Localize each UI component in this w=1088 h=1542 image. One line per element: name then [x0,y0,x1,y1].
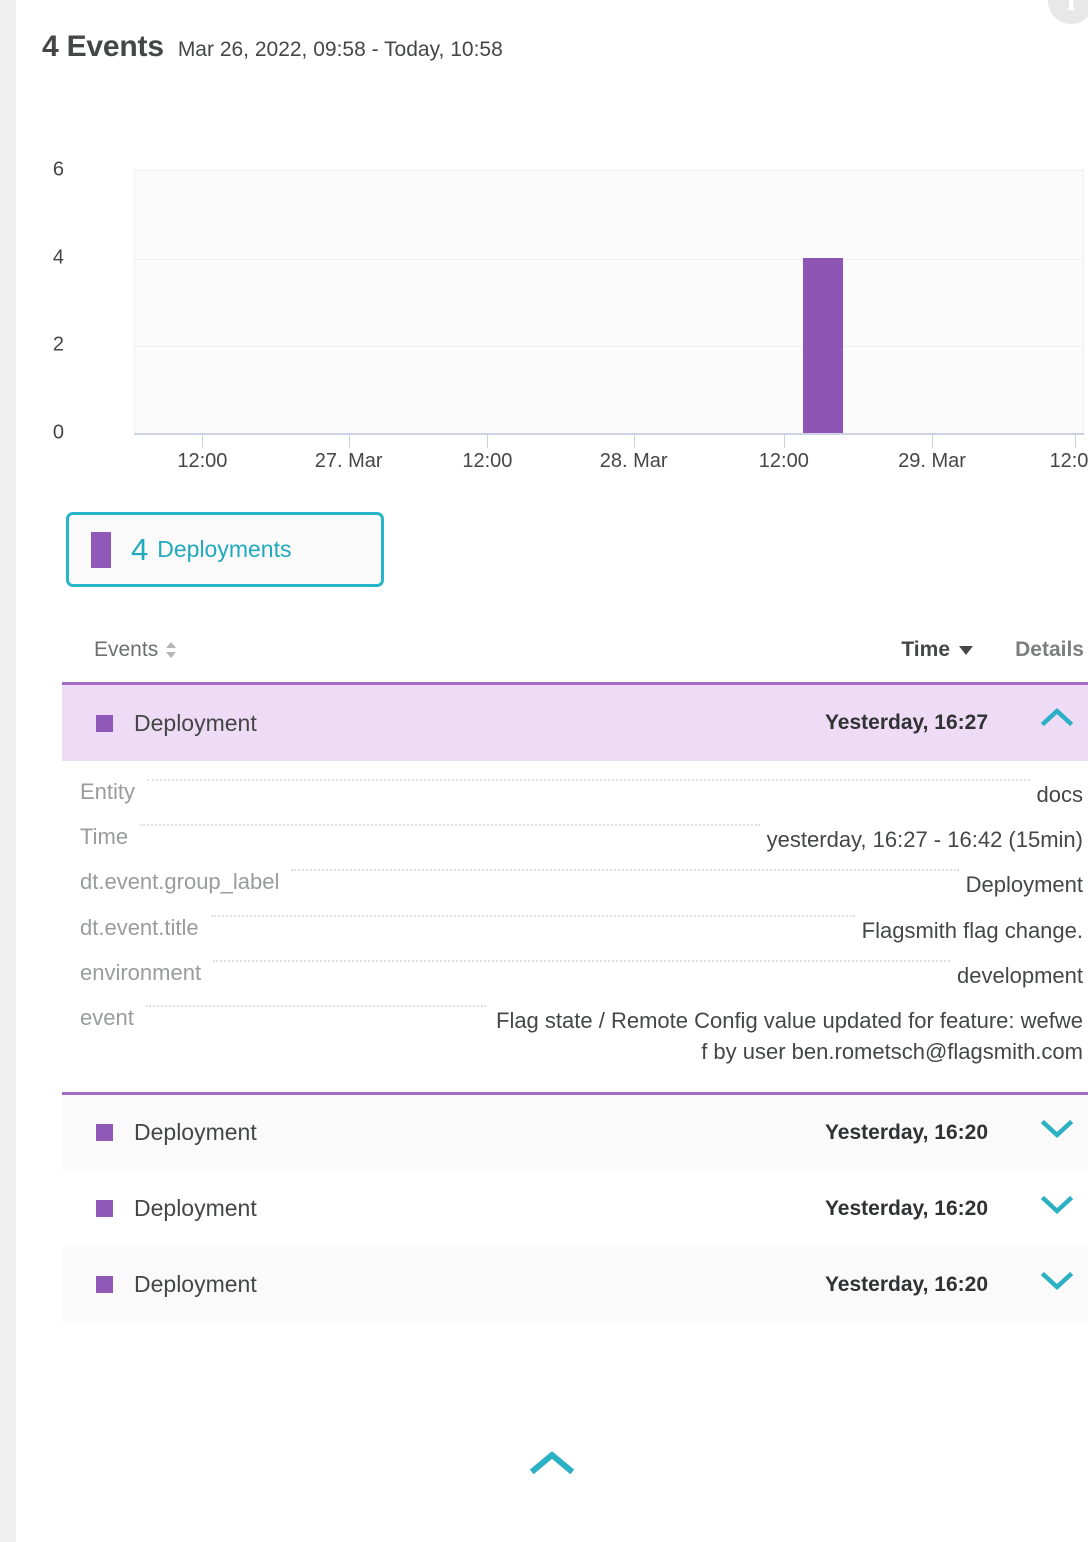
event-name: Deployment [134,1119,257,1146]
chart-gridline [135,346,1083,348]
collapse-panel-button[interactable] [16,1448,1088,1478]
expand-toggle-button[interactable] [1040,706,1074,740]
detail-row: dt.event.group_label Deployment [62,869,1088,900]
detail-leader-dots [140,824,760,827]
chart-x-tick-mark [633,435,635,448]
detail-value: development [957,962,1083,988]
page-title: 4 Events [42,30,164,63]
chevron-up-icon [529,1451,575,1475]
legend-color-swatch [91,531,111,568]
event-type-swatch [96,1124,113,1142]
chart-x-tick-mark [1074,435,1076,448]
event-time: Yesterday, 16:20 [824,1272,988,1296]
table-row[interactable]: Deployment Yesterday, 16:20 [62,1171,1088,1247]
detail-leader-dots [147,779,1030,781]
events-table: Events Time Details Deployment Yesterday,… [62,620,1088,1323]
event-name: Deployment [134,1271,257,1298]
detail-row: environment development [62,959,1088,991]
chart-y-tick-label: 6 [52,158,64,181]
chart-bar[interactable] [802,257,843,433]
chevron-up-icon [1040,707,1074,727]
detail-value: Flagsmith flag change. [861,917,1083,943]
table-row[interactable]: Deployment Yesterday, 16:20 [62,1246,1088,1323]
table-body: Deployment Yesterday, 16:27 Entity docs Time… [62,682,1088,1323]
chart-x-tick-label: 27. Mar [314,450,383,472]
chart-y-tick-label: 0 [52,421,64,444]
detail-leader-dots [145,1005,486,1008]
detail-label: dt.event.group_label [80,869,280,895]
event-time: Yesterday, 16:20 [824,1120,988,1144]
chevron-down-icon [1040,1195,1074,1214]
detail-label: event [80,1005,134,1031]
legend-count: 4 [131,531,149,567]
detail-label: environment [80,959,202,985]
legend-label: Deployments [157,536,292,562]
chart-x-tick-label: 12:00 [758,450,809,472]
table-row[interactable]: Deployment Yesterday, 16:27 [62,682,1088,761]
chart-x-tick-mark [783,435,785,448]
chart-y-tick-label: 4 [52,246,64,269]
event-time: Yesterday, 16:27 [824,711,988,734]
detail-row: dt.event.title Flagsmith flag change. [62,914,1088,946]
detail-value: docs [1036,782,1083,807]
detail-label: Entity [80,779,136,804]
event-type-swatch [96,1276,113,1294]
detail-value: yesterday, 16:27 - 16:42 (15min) [766,827,1083,853]
timeframe-label: Mar 26, 2022, 09:58 - Today, 10:58 [177,38,503,61]
column-header-events[interactable]: Events [94,638,177,662]
column-header-events-label: Events [94,638,159,661]
content-card: 4 Events Mar 26, 2022, 09:58 - Today, 10… [16,0,1088,1542]
chart-x-tick-label: 29. Mar [898,450,966,472]
table-row[interactable]: Deployment Yesterday, 16:20 [62,1094,1088,1171]
page-header: 4 Events Mar 26, 2022, 09:58 - Today, 10… [42,30,503,64]
detail-value: Flag state / Remote Config value updated… [496,1008,1083,1065]
detail-leader-dots [291,869,959,872]
detail-leader-dots [213,959,951,962]
detail-label: dt.event.title [80,914,199,940]
event-type-swatch [96,1200,113,1218]
expand-toggle-button[interactable] [1040,1116,1074,1150]
column-header-details: Details [1015,638,1084,661]
chart-x-tick-label: 12:00 [462,450,513,472]
column-header-time-label: Time [901,638,950,661]
expand-toggle-button[interactable] [1040,1192,1074,1226]
chart-x-tick-mark [932,435,933,448]
chart-x-tick-label: 28. Mar [599,450,668,472]
detail-label: Time [80,824,129,850]
detail-row: Entity docs [62,779,1088,810]
expand-toggle-button[interactable] [1040,1268,1074,1302]
sort-updown-icon[interactable] [166,640,177,660]
event-details-pane: Entity docs Time yesterday, 16:27 - 16:42 (… [62,761,1088,1095]
event-name: Deployment [134,709,257,736]
chart-plot-area [134,170,1084,433]
chart-legend-deployments[interactable]: 4 Deployments [66,512,384,587]
chart-x-tick-label: 12:00 [177,450,228,472]
chart-y-tick-label: 2 [52,333,64,356]
detail-value: Deployment [965,872,1083,898]
chevron-down-icon [1040,1119,1074,1138]
table-header: Events Time Details [62,620,1088,682]
event-name: Deployment [134,1195,257,1222]
chevron-down-icon [1040,1271,1074,1290]
info-icon[interactable]: i [1048,0,1088,24]
chart-x-tick-label: 12:00 [1049,450,1088,472]
detail-leader-dots [210,914,855,917]
detail-row: event Flag state / Remote Config value up… [62,1005,1088,1067]
detail-row: Time yesterday, 16:27 - 16:42 (15min) [62,824,1088,855]
chart-gridline [135,258,1083,260]
events-bar-chart: 0 2 4 6 12:00 27. Mar 12:00 28. Mar 12:00 29. Ma… [42,150,1088,480]
chart-x-tick-mark [202,435,204,448]
event-type-swatch [96,714,113,732]
chart-x-axis-line [134,433,1084,435]
chart-x-tick-mark [348,435,350,448]
chart-x-tick-mark [487,435,489,448]
column-header-time[interactable]: Time [901,638,973,662]
event-time: Yesterday, 16:20 [824,1196,988,1220]
caret-down-icon [959,645,973,655]
